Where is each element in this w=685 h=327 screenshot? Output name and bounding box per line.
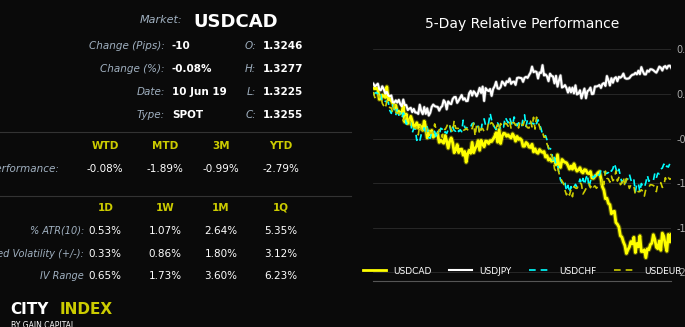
Text: Implied Volatility (+/-):: Implied Volatility (+/-): (0, 249, 84, 259)
Text: 1.73%: 1.73% (149, 271, 182, 282)
Text: 1W: 1W (155, 203, 174, 213)
Text: INDEX: INDEX (60, 302, 113, 318)
Text: 3.12%: 3.12% (264, 249, 297, 259)
Text: 5.35%: 5.35% (264, 226, 297, 236)
Text: C:: C: (245, 110, 256, 120)
Text: -10: -10 (172, 41, 190, 51)
Text: 2.64%: 2.64% (205, 226, 238, 236)
Text: WTD: WTD (92, 141, 119, 151)
Text: 1.3225: 1.3225 (263, 87, 303, 97)
Text: Date:: Date: (136, 87, 165, 97)
Text: 1.07%: 1.07% (149, 226, 182, 236)
Text: CITY: CITY (10, 302, 49, 318)
Text: 1M: 1M (212, 203, 230, 213)
Text: USDCAD: USDCAD (193, 13, 277, 31)
Text: Change (Pips):: Change (Pips): (89, 41, 165, 51)
Text: 1D: 1D (97, 203, 113, 213)
Text: IV Range: IV Range (40, 271, 84, 282)
Text: -2.79%: -2.79% (262, 164, 299, 174)
Title: 5-Day Relative Performance: 5-Day Relative Performance (425, 17, 619, 31)
Text: O:: O: (245, 41, 256, 51)
Text: 1.3246: 1.3246 (263, 41, 303, 51)
Text: 1.3255: 1.3255 (263, 110, 303, 120)
Text: -0.99%: -0.99% (203, 164, 240, 174)
Text: SPOT: SPOT (172, 110, 203, 120)
Text: Change (%):: Change (%): (101, 64, 165, 74)
Text: 3M: 3M (212, 141, 230, 151)
Text: -0.08%: -0.08% (87, 164, 123, 174)
Text: 0.33%: 0.33% (89, 249, 122, 259)
Text: -1.89%: -1.89% (147, 164, 184, 174)
Text: % ATR(10):: % ATR(10): (30, 226, 84, 236)
Legend: USDCAD, USDJPY, USDCHF, USDEUR: USDCAD, USDJPY, USDCHF, USDEUR (360, 263, 685, 279)
Text: 0.53%: 0.53% (89, 226, 122, 236)
Text: 0.65%: 0.65% (89, 271, 122, 282)
Text: H:: H: (245, 64, 256, 74)
Text: 10 Jun 19: 10 Jun 19 (172, 87, 227, 97)
Text: L:: L: (247, 87, 256, 97)
Text: 6.23%: 6.23% (264, 271, 297, 282)
Text: MTD: MTD (152, 141, 178, 151)
Text: 3.60%: 3.60% (205, 271, 238, 282)
Text: 1.3277: 1.3277 (263, 64, 303, 74)
Text: Type:: Type: (137, 110, 165, 120)
Text: YTD: YTD (269, 141, 292, 151)
Text: 1Q: 1Q (273, 203, 288, 213)
Text: 0.86%: 0.86% (149, 249, 182, 259)
Text: Market:: Market: (140, 15, 182, 25)
Text: -0.08%: -0.08% (172, 64, 212, 74)
Text: 1.80%: 1.80% (205, 249, 238, 259)
Text: BY GAIN CAPITAL: BY GAIN CAPITAL (10, 321, 75, 327)
Text: Performance:: Performance: (0, 164, 60, 174)
